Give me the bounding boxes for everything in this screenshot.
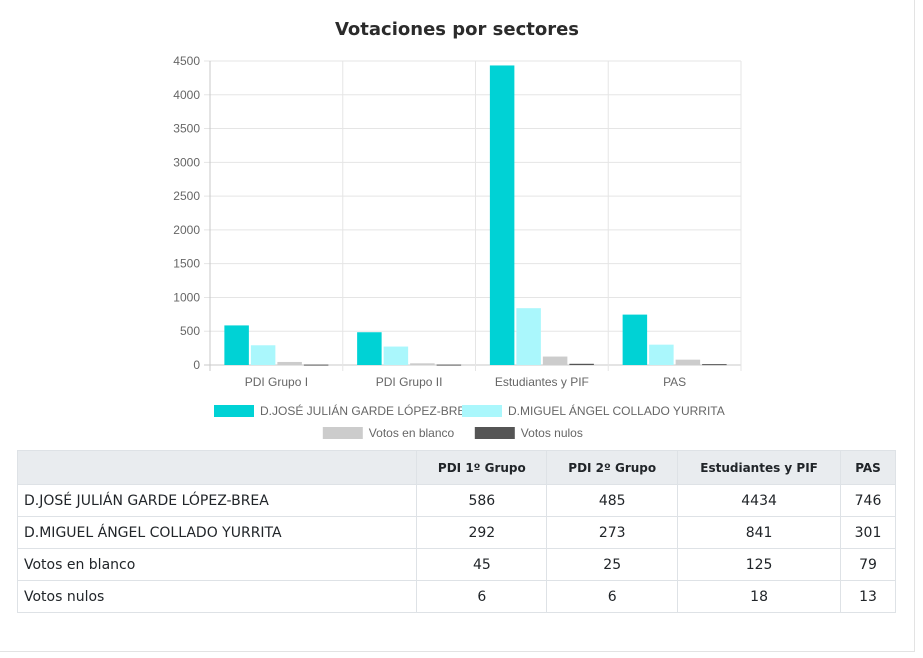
bar <box>569 363 594 365</box>
bar <box>224 325 249 365</box>
table-cell: 4434 <box>677 484 841 517</box>
table-cell: 841 <box>677 516 841 549</box>
y-tick-label: 4500 <box>173 54 200 68</box>
table-cell: 6 <box>416 580 548 613</box>
results-table: PDI 1º Grupo PDI 2º Grupo Estudiantes y … <box>16 450 896 613</box>
table-row: D.MIGUEL ÁNGEL COLLADO YURRITA 292 273 8… <box>16 516 896 549</box>
bar <box>622 314 648 365</box>
table-cell: 13 <box>840 580 896 613</box>
row-label: Votos nulos <box>16 580 418 613</box>
table-cell: 18 <box>677 580 841 613</box>
bar <box>516 308 541 365</box>
legend-label: D.MIGUEL ÁNGEL COLLADO YURRITA <box>508 403 725 418</box>
y-tick-label: 0 <box>193 358 200 372</box>
bar <box>383 346 409 365</box>
y-tick-label: 2000 <box>173 223 200 237</box>
table-cell: 273 <box>546 516 679 549</box>
table-cell: 485 <box>546 484 679 517</box>
y-tick-label: 3500 <box>173 122 200 136</box>
header-cell: Estudiantes y PIF <box>677 450 841 485</box>
table-cell: 746 <box>840 484 896 517</box>
y-tick-label: 4000 <box>173 88 200 102</box>
legend-label: Votos en blanco <box>369 426 455 440</box>
bar <box>303 364 329 366</box>
legend-label: Votos nulos <box>521 426 583 440</box>
legend-swatch <box>214 405 254 417</box>
y-tick-label: 500 <box>180 324 200 338</box>
table-cell: 6 <box>546 580 679 613</box>
header-cell <box>16 450 418 485</box>
bar <box>436 364 462 366</box>
header-cell: PAS <box>840 450 896 485</box>
bar <box>675 359 701 365</box>
table-row: Votos nulos 6 6 18 13 <box>16 580 896 613</box>
chart-title: Votaciones por sectores <box>334 19 580 40</box>
bar <box>702 364 727 366</box>
table-cell: 125 <box>677 548 841 581</box>
bar <box>542 356 568 365</box>
bar <box>410 363 435 365</box>
row-label: D.MIGUEL ÁNGEL COLLADO YURRITA <box>16 516 418 549</box>
bar <box>277 361 302 365</box>
bar <box>357 332 382 365</box>
table-cell: 25 <box>546 548 679 581</box>
header-cell: PDI 2º Grupo <box>546 450 679 485</box>
legend-swatch <box>462 405 502 417</box>
header-cell: PDI 1º Grupo <box>416 450 548 485</box>
row-label: Votos en blanco <box>16 548 418 581</box>
row-label: D.JOSÉ JULIÁN GARDE LÓPEZ-BREA <box>16 484 418 517</box>
table-cell: 45 <box>416 548 548 581</box>
y-tick-label: 1000 <box>173 290 200 304</box>
table-header-row: PDI 1º Grupo PDI 2º Grupo Estudiantes y … <box>16 450 896 485</box>
table-cell: 292 <box>416 516 548 549</box>
legend-swatch <box>322 427 363 439</box>
table-cell: 586 <box>416 484 548 517</box>
bar <box>250 345 276 365</box>
y-tick-label: 2500 <box>173 189 200 203</box>
table-cell: 79 <box>840 548 896 581</box>
bar <box>649 344 674 365</box>
legend-swatch <box>474 427 515 439</box>
y-tick-label: 3000 <box>173 155 200 169</box>
table-row: D.JOSÉ JULIÁN GARDE LÓPEZ-BREA 586 485 4… <box>16 484 896 517</box>
x-tick-label: PDI Grupo I <box>245 375 308 389</box>
bar <box>489 65 515 365</box>
legend-label: D.JOSÉ JULIÁN GARDE LÓPEZ-BREA <box>260 403 473 418</box>
y-tick-label: 1500 <box>173 257 200 271</box>
x-tick-label: PDI Grupo II <box>376 375 443 389</box>
x-tick-label: Estudiantes y PIF <box>495 375 589 389</box>
table-row: Votos en blanco 45 25 125 79 <box>16 548 896 581</box>
bar-chart: 0 500 1000 1500 2000 2500 3000 3500 4000 4500 PDI … <box>173 54 742 440</box>
x-tick-label: PAS <box>663 375 686 389</box>
table-cell: 301 <box>840 516 896 549</box>
